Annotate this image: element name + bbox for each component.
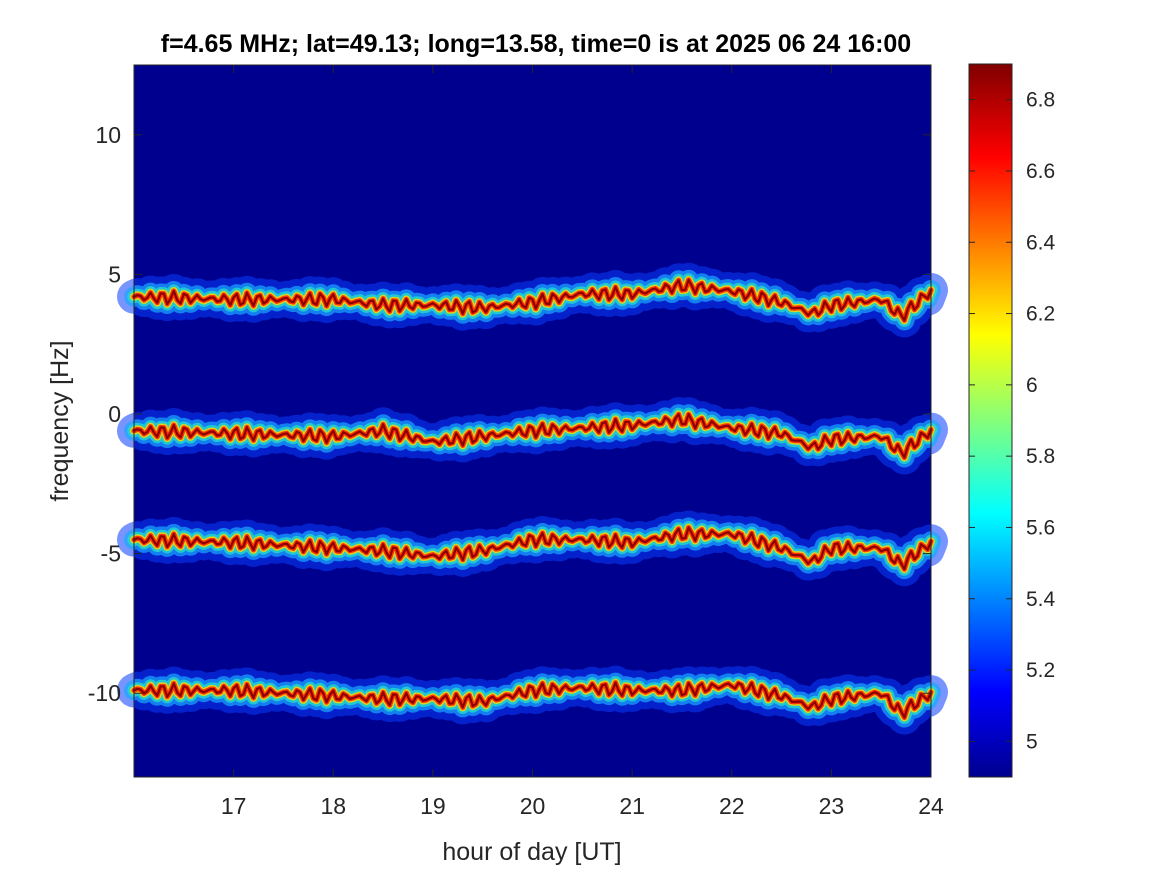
y-tick-label: 5: [108, 261, 121, 287]
chart-title: f=4.65 MHz; lat=49.13; long=13.58, time=…: [161, 30, 911, 58]
x-tick-label: 17: [221, 793, 247, 819]
trace-1-layer-6: [132, 278, 933, 322]
x-tick-label: 24: [918, 793, 944, 819]
colorbar-tick-label: 5.4: [1026, 588, 1056, 611]
heatmap-traces: [117, 262, 948, 735]
x-axis-label: hour of day [UT]: [442, 838, 621, 866]
x-axis: 17 18 19 20 21 22 23 24: [221, 65, 944, 819]
colorbar-gradient: [968, 63, 1013, 778]
trace-4-layer-6: [132, 681, 933, 719]
colorbar: 5 5.2 5.4 5.6 5.8 6 6.2 6.4 6.6 6.8: [968, 63, 1056, 778]
y-tick-label: 0: [108, 401, 121, 427]
x-tick-label: 18: [320, 793, 346, 819]
y-tick-label: 10: [95, 122, 121, 148]
colorbar-tick-label: 6.8: [1026, 89, 1055, 112]
colorbar-tick-label: 6: [1026, 374, 1038, 397]
colorbar-tick-label: 5.2: [1026, 659, 1055, 682]
colorbar-tick-label: 6.2: [1026, 303, 1055, 326]
colorbar-tick-label: 5.6: [1026, 516, 1055, 539]
colorbar-tick-label: 6.6: [1026, 160, 1055, 183]
y-tick-label: -5: [101, 541, 121, 567]
x-tick-label: 22: [719, 793, 745, 819]
trace-2-layer-6: [132, 413, 933, 459]
colorbar-tick-label: 5.8: [1026, 445, 1055, 468]
x-tick-label: 21: [619, 793, 645, 819]
x-tick-label: 20: [520, 793, 546, 819]
y-tick-label: -10: [88, 680, 121, 706]
x-tick-label: 19: [420, 793, 446, 819]
colorbar-tick-label: 6.4: [1026, 231, 1056, 254]
colorbar-tick-label: 5: [1026, 730, 1038, 753]
y-axis-label: frequency [Hz]: [46, 340, 74, 501]
x-tick-label: 23: [819, 793, 845, 819]
trace-3-layer-6: [132, 526, 933, 571]
colorbar-ticks: 5 5.2 5.4 5.6 5.8 6 6.2 6.4 6.6 6.8: [969, 89, 1056, 753]
y-axis: -10 -5 0 5 10: [88, 122, 931, 706]
plot-area: [117, 64, 948, 778]
